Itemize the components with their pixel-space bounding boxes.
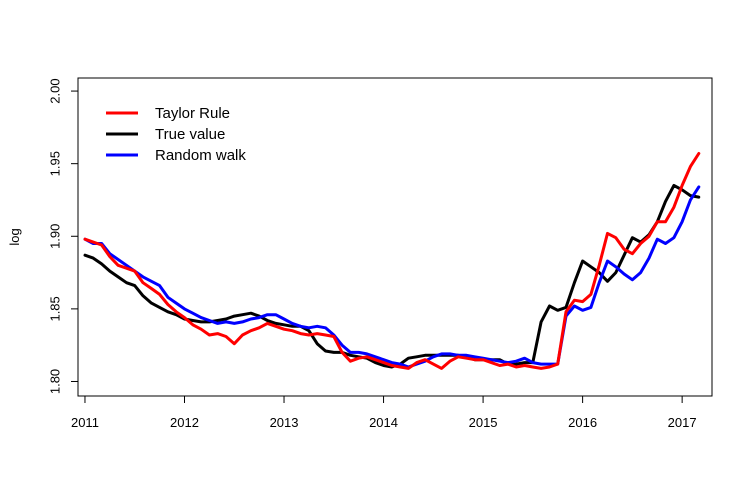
- series-line-true-value: [83, 184, 701, 369]
- series-line-random-walk: [83, 185, 701, 369]
- x-tick-label: 2017: [668, 415, 697, 430]
- x-tick-label: 2014: [369, 415, 398, 430]
- y-tick-label: 1.80: [48, 369, 63, 394]
- x-tick-label: 2016: [568, 415, 597, 430]
- legend: Taylor Rule True value Random walk: [106, 105, 246, 164]
- legend-label-taylor-rule: Taylor Rule: [155, 105, 230, 122]
- legend-label-random-walk: Random walk: [155, 147, 246, 164]
- y-tick-label: 1.85: [48, 296, 63, 321]
- series-line-taylor-rule: [83, 152, 701, 370]
- y-axis-title: log: [7, 228, 22, 245]
- x-tick-label: 2012: [170, 415, 199, 430]
- x-tick-label: 2013: [270, 415, 299, 430]
- series-lines: [83, 152, 701, 370]
- y-tick-label: 1.95: [48, 151, 63, 176]
- x-tick-label: 2015: [469, 415, 498, 430]
- x-axis: 2011 2012 2013 2014 2015 2016 2017: [71, 395, 697, 430]
- x-tick-label: 2011: [71, 415, 99, 430]
- y-axis: 1.80 1.85 1.90 1.95 2.00: [48, 78, 79, 394]
- y-tick-label: 2.00: [48, 78, 63, 103]
- y-tick-label: 1.90: [48, 224, 63, 249]
- legend-label-true-value: True value: [155, 126, 225, 143]
